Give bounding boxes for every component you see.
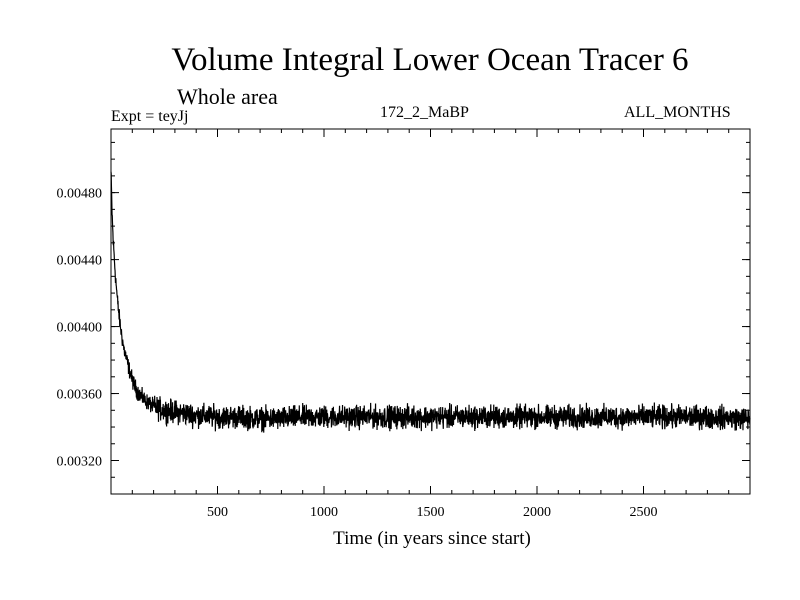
experiment-label: Expt = teyJj [111, 108, 189, 125]
series-line [110, 171, 751, 433]
x-tick-label: 1500 [417, 505, 445, 520]
x-tick-label: 2500 [630, 505, 658, 520]
x-tick-label: 1000 [310, 505, 338, 520]
x-tick-label: 2000 [523, 505, 551, 520]
run-label: 172_2_MaBP [380, 104, 469, 121]
axis-ticks: 500 1000 1500 2000 2500 0.00320 0.00360 0.00400… [57, 129, 750, 520]
x-axis-label: Time (in years since start) [333, 528, 531, 549]
chart-subtitle: Whole area [177, 84, 278, 109]
y-tick-label: 0.00480 [57, 187, 103, 202]
y-tick-label: 0.00400 [57, 321, 103, 336]
y-tick-label: 0.00320 [57, 455, 103, 470]
series-layer [110, 171, 751, 433]
months-label: ALL_MONTHS [624, 104, 731, 121]
y-tick-label: 0.00360 [57, 388, 103, 403]
plot-frame [110, 128, 751, 495]
y-tick-label: 0.00440 [57, 254, 103, 269]
chart-title: Volume Integral Lower Ocean Tracer 6 [171, 42, 689, 78]
x-tick-label: 500 [207, 505, 228, 520]
